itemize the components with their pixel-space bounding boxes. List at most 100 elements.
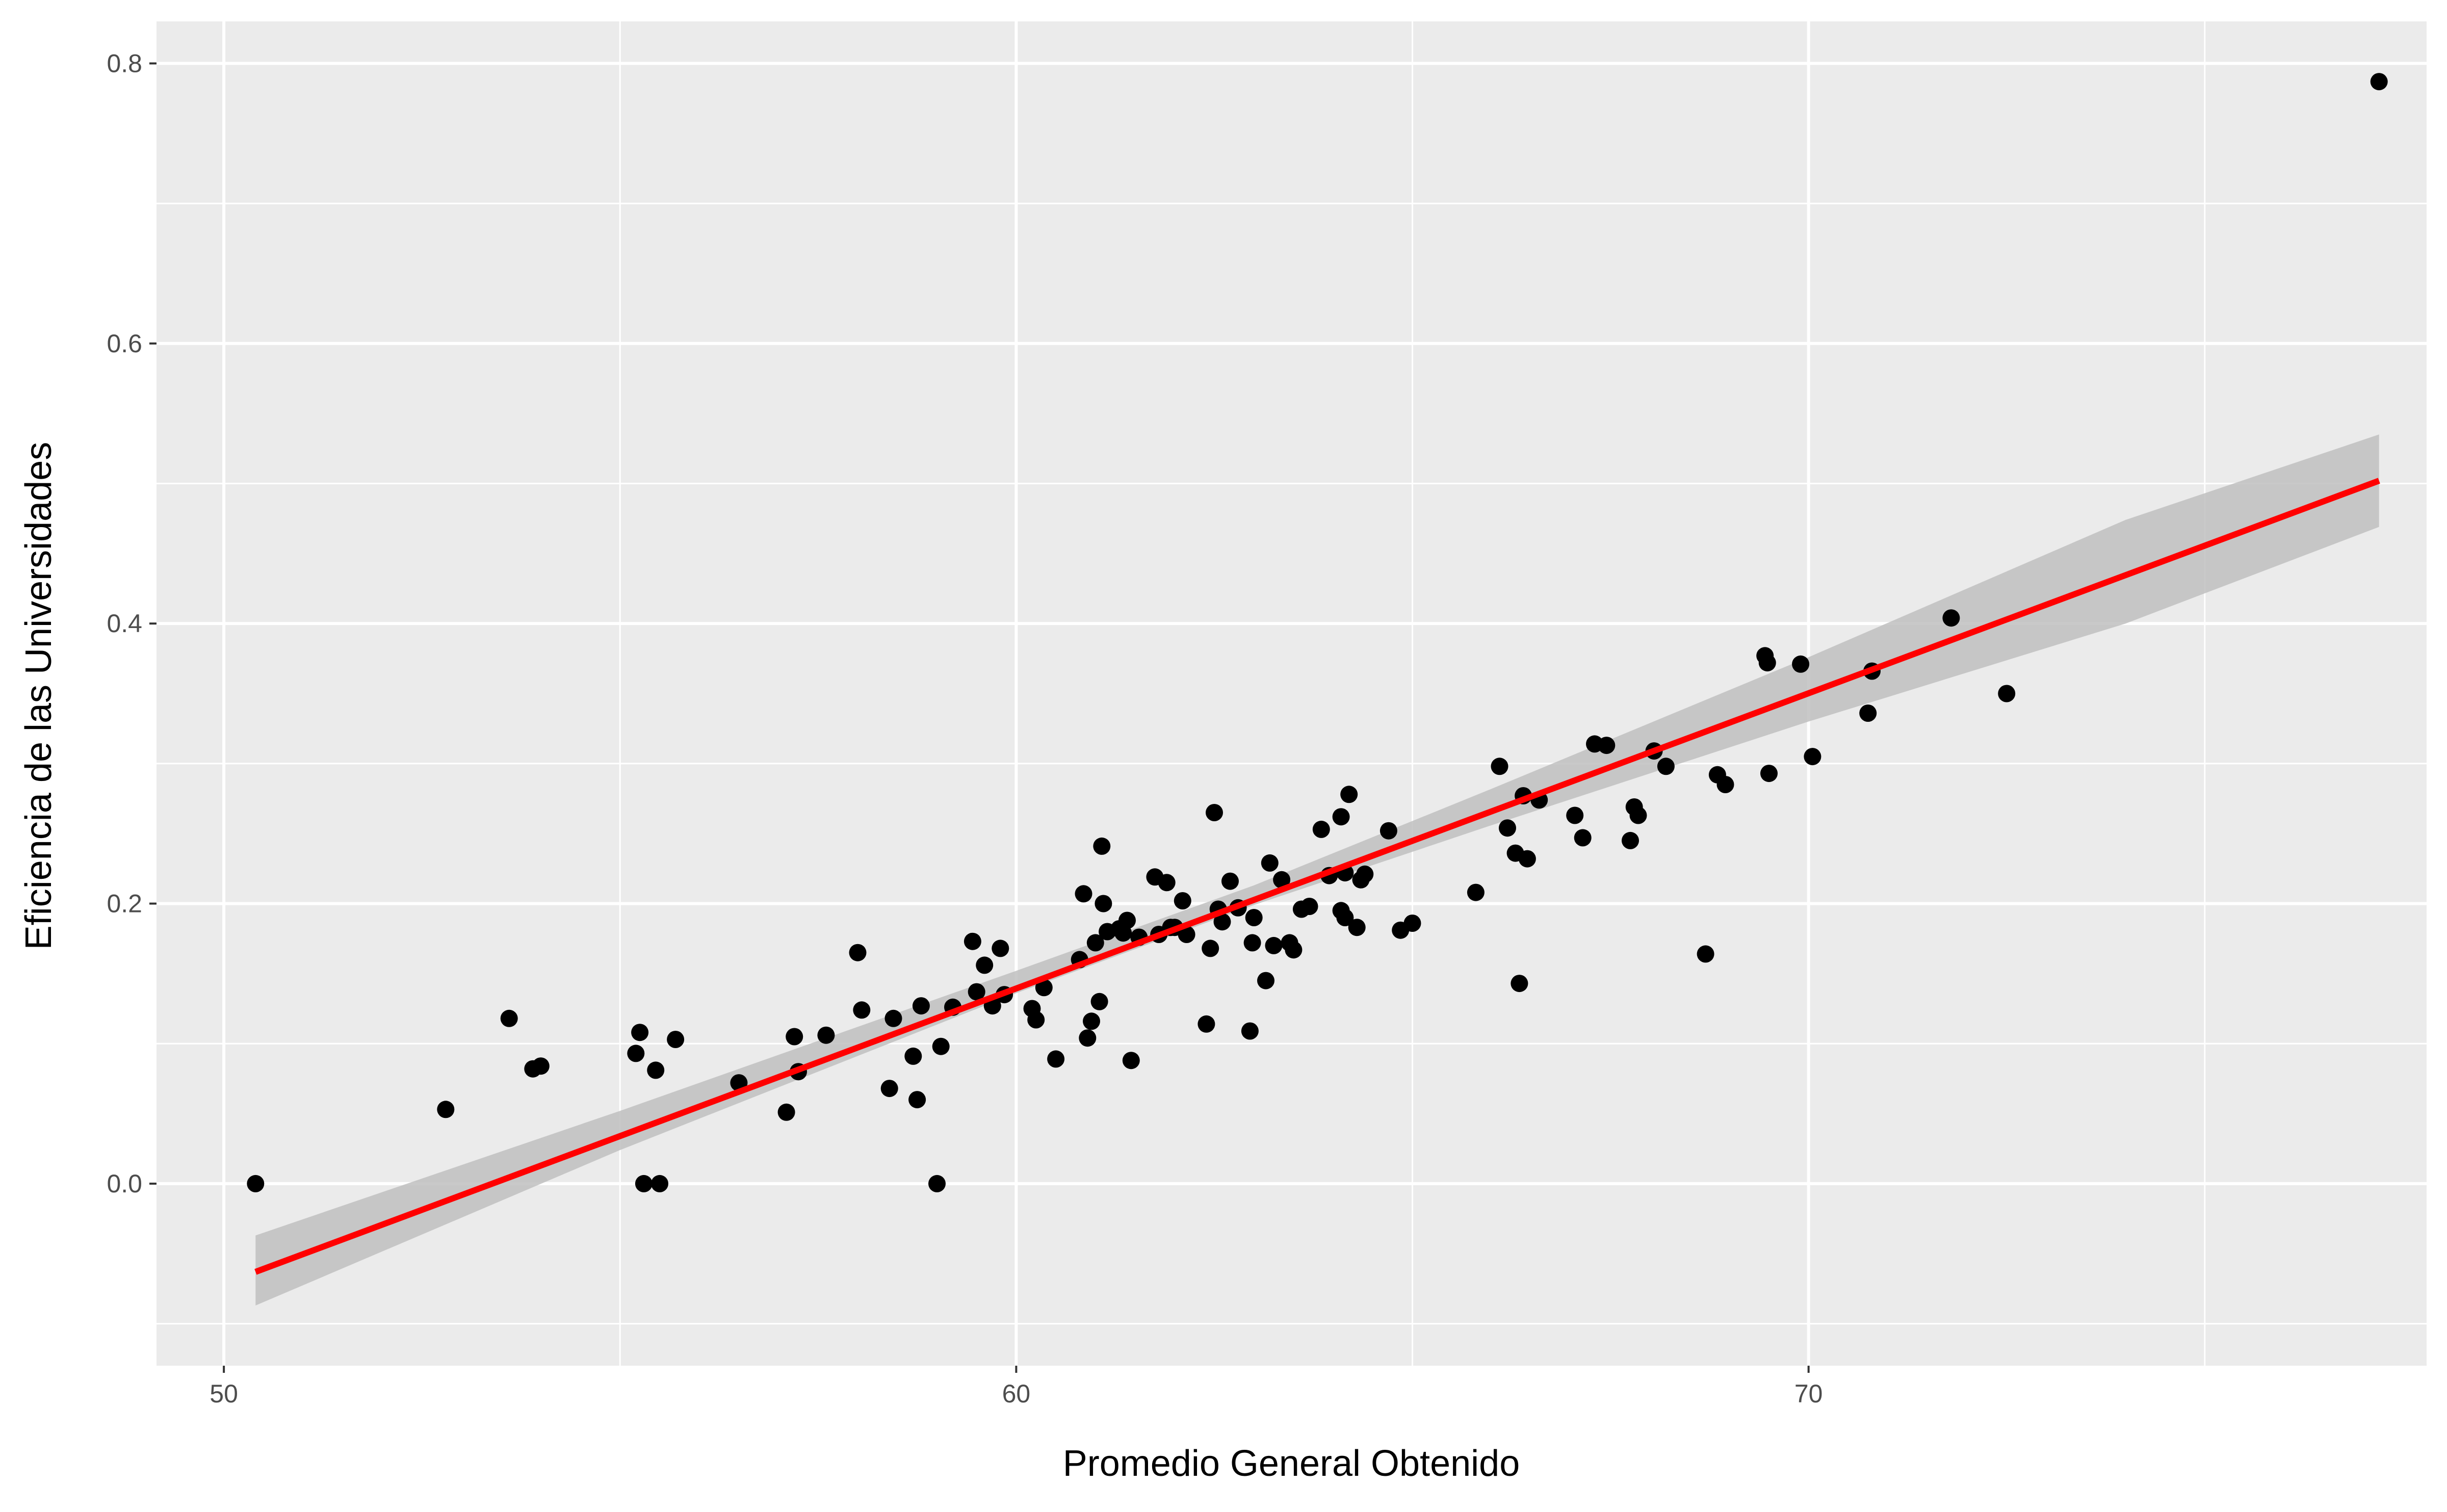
- data-point: [1804, 748, 1821, 766]
- data-point: [1241, 1022, 1259, 1040]
- x-axis-ticks: 50 60 70: [210, 1366, 1823, 1408]
- x-tick-label: 70: [1794, 1379, 1823, 1408]
- data-point: [1998, 685, 2016, 702]
- data-point: [651, 1175, 668, 1192]
- data-point: [1027, 1011, 1045, 1029]
- y-tick-label: 0.4: [107, 609, 142, 638]
- data-point: [817, 1026, 835, 1044]
- data-point: [1356, 865, 1374, 883]
- data-point: [1178, 926, 1195, 943]
- data-point: [1499, 819, 1516, 837]
- data-point: [1075, 885, 1092, 903]
- data-point: [1574, 829, 1592, 847]
- data-point: [1697, 945, 1714, 963]
- data-point: [1118, 911, 1136, 929]
- data-point: [1300, 898, 1318, 915]
- y-tick-label: 0.6: [107, 329, 142, 358]
- data-point: [247, 1175, 265, 1192]
- data-point: [1035, 979, 1053, 997]
- data-point: [1213, 913, 1231, 931]
- data-point: [647, 1061, 665, 1079]
- data-point: [777, 1103, 795, 1121]
- x-axis-title: Promedio General Obtenido: [1063, 1443, 1520, 1484]
- data-point: [853, 1001, 871, 1019]
- data-point: [1598, 737, 1616, 754]
- data-point: [1942, 609, 1960, 627]
- data-point: [1245, 909, 1263, 926]
- y-tick-label: 0.8: [107, 49, 142, 77]
- data-point: [1079, 1029, 1097, 1047]
- data-point: [1566, 806, 1584, 824]
- data-point: [964, 932, 981, 950]
- data-point: [627, 1045, 645, 1062]
- data-point: [1158, 874, 1176, 892]
- data-point: [1273, 871, 1291, 889]
- data-point: [1202, 940, 1219, 957]
- regression-line-path: [254, 478, 2380, 1275]
- data-point: [908, 1091, 926, 1109]
- y-axis-ticks: 0.0 0.2 0.4 0.6 0.8: [107, 49, 157, 1198]
- y-axis-title: Eficiencia de las Universidades: [18, 442, 59, 950]
- data-point: [932, 1037, 950, 1055]
- data-point: [912, 997, 930, 1015]
- data-point: [1467, 883, 1485, 901]
- data-point: [1629, 806, 1647, 824]
- data-point: [1511, 975, 1528, 993]
- data-point: [1086, 934, 1104, 952]
- data-point: [1332, 808, 1350, 826]
- data-point: [1491, 758, 1508, 775]
- data-point: [1198, 1015, 1215, 1033]
- data-point: [1758, 654, 1776, 672]
- data-point: [1243, 934, 1261, 952]
- data-point: [635, 1175, 653, 1192]
- data-point: [1090, 993, 1108, 1010]
- confidence-band-area: [255, 434, 2379, 1306]
- data-point: [1760, 765, 1778, 783]
- data-point: [500, 1009, 518, 1027]
- data-point: [437, 1101, 455, 1118]
- data-point: [1403, 915, 1421, 932]
- data-point: [786, 1028, 803, 1046]
- data-point: [904, 1047, 922, 1065]
- data-point: [1221, 872, 1239, 890]
- data-point: [1122, 1052, 1140, 1070]
- data-point: [968, 983, 985, 1001]
- data-point: [1348, 919, 1366, 936]
- data-point: [1657, 758, 1675, 775]
- y-tick-label: 0.0: [107, 1169, 142, 1198]
- data-point: [1716, 776, 1734, 793]
- data-point: [1265, 936, 1283, 954]
- data-point: [1095, 895, 1112, 913]
- data-point: [1792, 655, 1810, 673]
- data-point: [992, 940, 1009, 957]
- data-point: [1518, 850, 1536, 868]
- data-point: [928, 1175, 946, 1192]
- data-point: [532, 1057, 550, 1075]
- data-point: [1257, 972, 1274, 989]
- data-point: [1093, 837, 1111, 855]
- data-point: [1622, 831, 1639, 849]
- data-point: [976, 956, 994, 974]
- data-point: [1285, 941, 1303, 959]
- data-point: [1859, 705, 1877, 722]
- data-point: [1340, 786, 1358, 803]
- y-tick-label: 0.2: [107, 890, 142, 918]
- data-point: [2370, 73, 2388, 91]
- x-tick-label: 50: [210, 1379, 238, 1408]
- data-point: [849, 944, 867, 961]
- data-point: [1083, 1012, 1100, 1030]
- data-point: [1174, 892, 1191, 909]
- data-point: [880, 1080, 898, 1098]
- data-point: [1336, 909, 1354, 926]
- data-point: [1312, 820, 1330, 838]
- x-tick-label: 60: [1002, 1379, 1031, 1408]
- minor-gridlines: [157, 21, 2427, 1366]
- data-point: [1379, 822, 1397, 840]
- regression-line: [254, 478, 2380, 1275]
- data-point: [631, 1024, 649, 1041]
- confidence-band: [255, 434, 2379, 1306]
- data-point: [1206, 804, 1223, 821]
- data-point: [1047, 1050, 1065, 1068]
- data-point: [667, 1031, 685, 1048]
